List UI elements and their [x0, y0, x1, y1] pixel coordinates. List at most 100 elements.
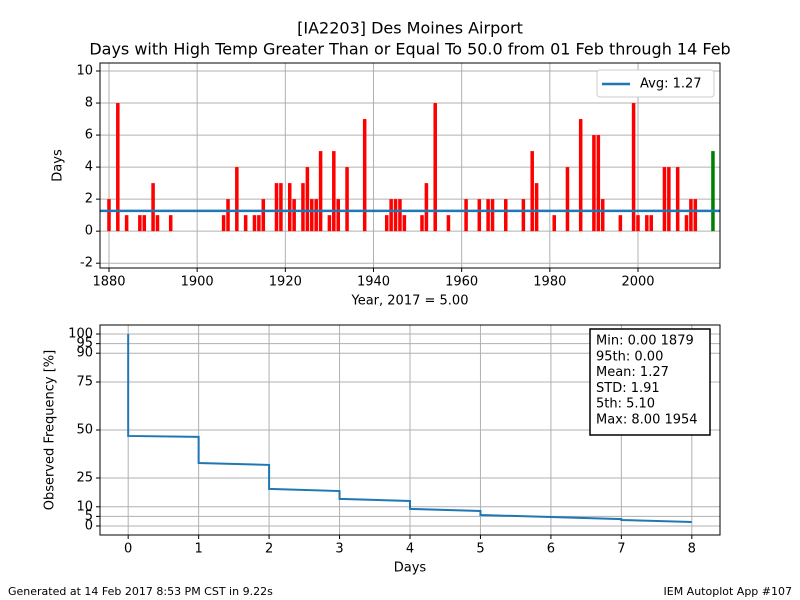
bar [327, 215, 332, 232]
chart-subtitle: Days with High Temp Greater Than or Equa… [89, 40, 730, 59]
bar [486, 199, 490, 232]
stats-line: 95th: 0.00 [596, 349, 663, 364]
bar [314, 199, 318, 232]
bar [305, 167, 310, 232]
bar [393, 199, 398, 232]
bar [292, 199, 296, 232]
x-tick-label: 1980 [533, 275, 566, 290]
bar [226, 199, 230, 232]
y-tick-label: 100 [68, 327, 93, 342]
bar [420, 215, 424, 232]
stats-line: Min: 0.00 1879 [596, 334, 694, 349]
bar [534, 183, 539, 232]
bar [565, 167, 570, 232]
x-tick-label: 1880 [92, 275, 125, 290]
y-tick-label: 10 [76, 64, 93, 79]
bar [649, 215, 653, 232]
bar [142, 215, 147, 232]
bar [631, 103, 636, 232]
x-tick-label: 1960 [445, 275, 478, 290]
bar [398, 199, 402, 232]
x-tick-label: 1 [194, 542, 202, 557]
chart-title: [IA2203] Des Moines Airport [297, 19, 523, 38]
bar [279, 183, 283, 232]
bar [490, 199, 495, 232]
y-axis-label: Observed Frequency [%] [43, 350, 58, 510]
y-axis-label: Days [51, 149, 66, 182]
bar [362, 119, 367, 232]
bar [389, 199, 393, 232]
x-axis-label: Year, 2017 = 5.00 [351, 294, 469, 309]
bar [446, 215, 451, 232]
y-tick-label: 6 [85, 128, 93, 143]
bar [433, 103, 437, 232]
bar [521, 199, 526, 232]
bar [235, 167, 239, 232]
bar [243, 215, 248, 232]
x-tick-label: 1900 [181, 275, 214, 290]
y-tick-label: 8 [85, 96, 93, 111]
x-tick-label: 8 [688, 542, 696, 557]
y-tick-label: 90 [76, 346, 93, 361]
bar [252, 215, 257, 232]
y-tick-label: 4 [85, 160, 93, 175]
y-tick-label: 5 [85, 509, 93, 524]
bar [336, 199, 340, 232]
bar [689, 199, 693, 232]
bar [477, 199, 482, 232]
bar [667, 167, 671, 232]
x-tick-label: 7 [617, 542, 625, 557]
x-tick-label: 1920 [269, 275, 302, 290]
bar [257, 215, 261, 232]
bar [310, 199, 314, 232]
bar [402, 215, 407, 232]
bar [384, 215, 389, 232]
bar [592, 135, 596, 232]
footer-right: IEM Autoplot App #107 [664, 585, 793, 598]
axes-frame [99, 324, 721, 536]
bar [155, 215, 160, 232]
stats-line: Max: 8.00 1954 [596, 413, 698, 428]
x-tick-label: 5 [476, 542, 484, 557]
bar [424, 183, 429, 232]
bar [138, 215, 142, 232]
bar [675, 167, 680, 232]
bar [636, 215, 640, 232]
y-tick-label: 50 [76, 423, 93, 438]
footer-left: Generated at 14 Feb 2017 8:53 PM CST in … [8, 585, 273, 598]
bar [662, 167, 667, 232]
legend-label: Avg: 1.27 [640, 77, 702, 92]
bar [287, 183, 292, 232]
y-tick-label: 0 [85, 224, 93, 239]
stats-line: 5th: 5.10 [596, 397, 655, 412]
bar [711, 151, 715, 232]
bar [618, 215, 623, 232]
x-tick-label: 0 [124, 542, 132, 557]
x-tick-label: 4 [406, 542, 414, 557]
stats-line: Mean: 1.27 [596, 365, 669, 380]
legend-box [596, 69, 715, 98]
x-tick-label: 3 [335, 542, 343, 557]
bar [274, 183, 279, 232]
bar [503, 199, 508, 232]
bar [332, 151, 336, 232]
x-tick-label: 2 [265, 542, 273, 557]
bar [151, 183, 155, 232]
bar [345, 167, 349, 232]
y-tick-label: 0 [85, 518, 93, 533]
y-tick-label: -2 [80, 256, 93, 271]
y-tick-label: 25 [76, 470, 93, 485]
bar [116, 103, 120, 232]
stats-box [589, 328, 711, 436]
y-tick-label: 75 [76, 375, 93, 390]
bar [107, 199, 111, 232]
bar [552, 215, 557, 232]
x-tick-label: 2000 [621, 275, 654, 290]
bar [600, 199, 605, 232]
bar [318, 151, 323, 232]
bar [124, 215, 129, 232]
bar [578, 119, 583, 232]
y-tick-label: 95 [76, 336, 93, 351]
